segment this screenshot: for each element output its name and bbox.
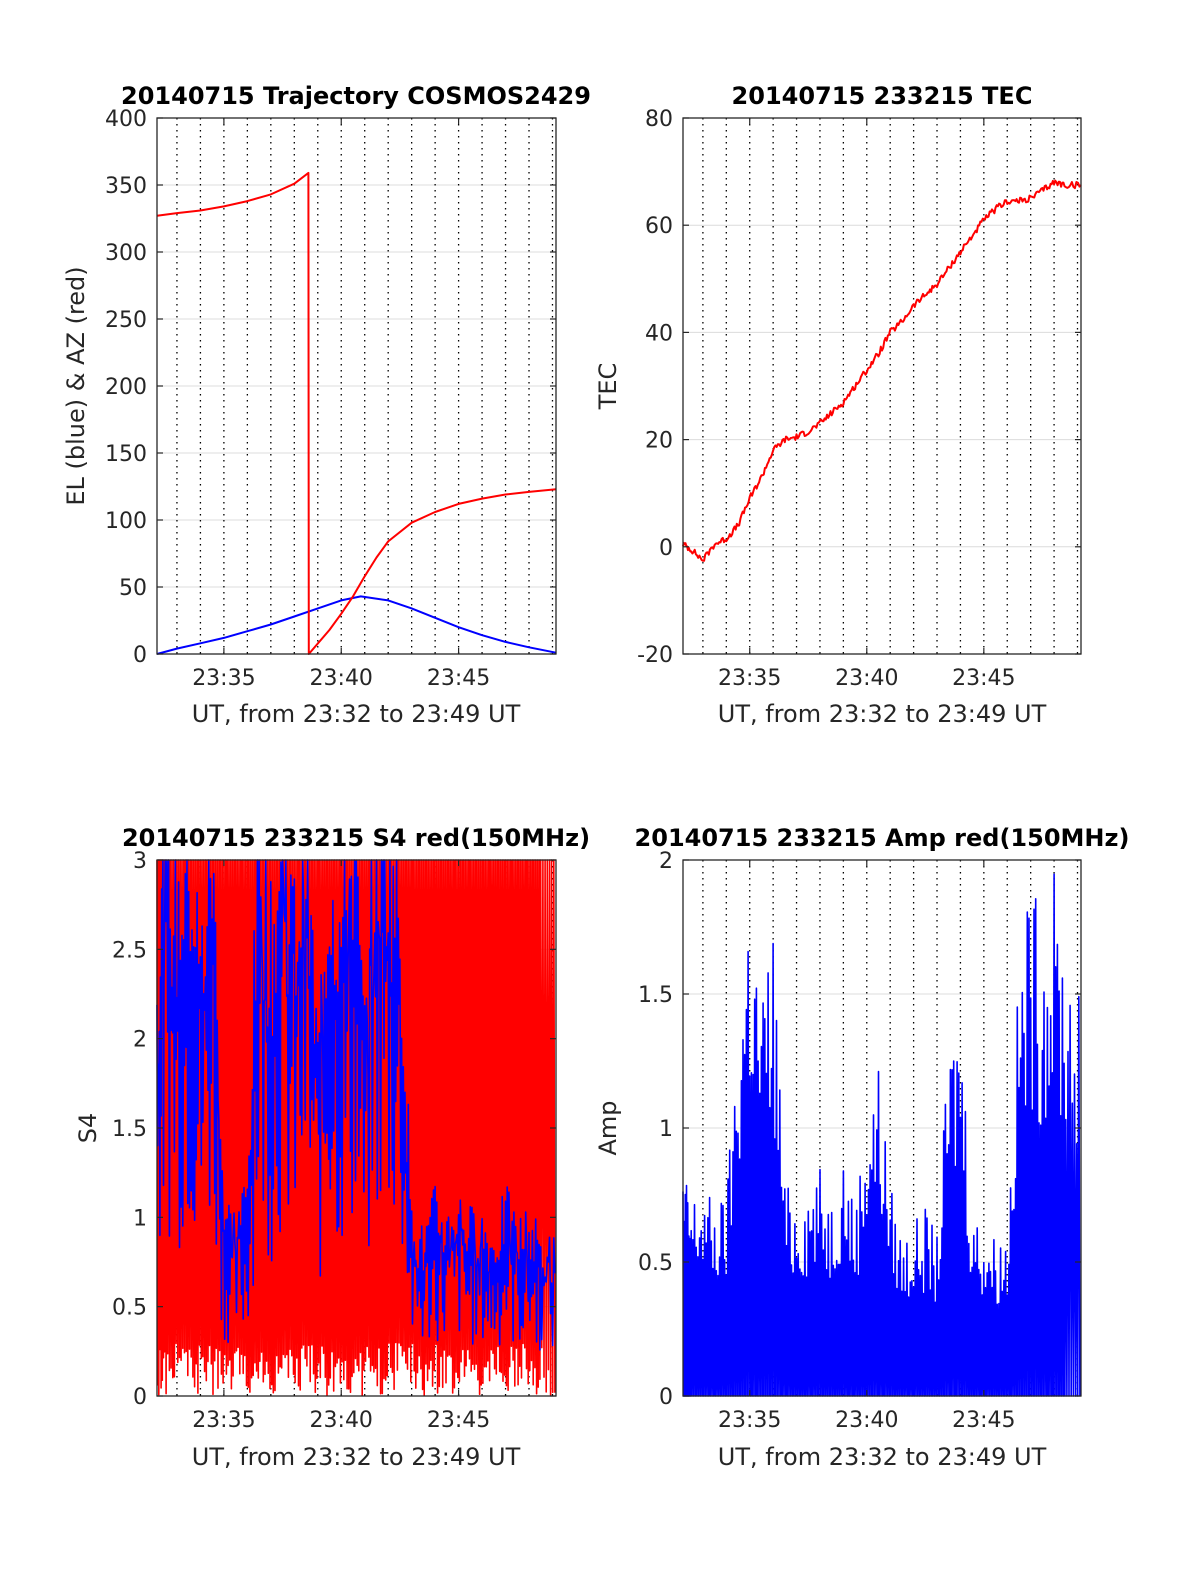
trajectory-series-red (156, 171, 557, 655)
amp-title: 20140715 233215 Amp red(150MHz) (635, 824, 1130, 852)
tec-ytick-label: 20 (645, 429, 673, 454)
tec-ytick-label: 80 (645, 107, 673, 132)
panel-s4: 20140715 233215 S4 red(150MHz) UT, from … (74, 824, 590, 1471)
amp-ytick-label: 1 (659, 1117, 673, 1142)
s4-ylabel: S4 (74, 1113, 102, 1144)
panel-amp: 20140715 233215 Amp red(150MHz) UT, from… (594, 824, 1129, 1471)
s4-ytick-label: 2.5 (112, 938, 147, 963)
trajectory-ytick-label: 350 (105, 174, 147, 199)
amp-xtick-label: 23:40 (835, 1408, 898, 1433)
tec-xtick-label: 23:40 (835, 666, 898, 691)
trajectory-ytick-label: 100 (105, 509, 147, 534)
trajectory-xtick-label: 23:35 (192, 666, 255, 691)
tec-title: 20140715 233215 TEC (732, 82, 1033, 110)
tec-ytick-label: 40 (645, 321, 673, 346)
tec-ylabel: TEC (594, 363, 622, 411)
trajectory-xlabel: UT, from 23:32 to 23:49 UT (192, 700, 521, 728)
s4-plot-area: 0 0.5 1 1.5 2 2.5 3 23:35 23:40 23:45 (112, 849, 557, 1433)
trajectory-ytick-label: 200 (105, 375, 147, 400)
s4-series-blue (156, 859, 556, 1351)
tec-axes-box (682, 117, 1082, 655)
tec-xtick-label: 23:45 (952, 666, 1015, 691)
s4-xlabel: UT, from 23:32 to 23:49 UT (192, 1443, 521, 1471)
amp-ytick-label: 1.5 (638, 983, 673, 1008)
trajectory-xtick-label: 23:45 (427, 666, 490, 691)
trajectory-plot-area: 0 50 100 150 200 250 300 350 400 23:35 23:40 23:45 (105, 107, 557, 691)
amp-plot-area: 0 0.5 1 1.5 2 23:35 23:40 23:45 (638, 849, 1082, 1433)
panel-trajectory: 20140715 Trajectory COSMOS2429 UT, from … (62, 82, 591, 728)
s4-xtick-label: 23:45 (427, 1408, 490, 1433)
trajectory-ylabel: EL (blue) & AZ (red) (62, 266, 90, 505)
tec-ytick-label: -20 (637, 643, 673, 668)
trajectory-ytick-label: 250 (105, 308, 147, 333)
tec-plot-area: -20 0 20 40 60 80 23:35 23:40 23:45 (637, 107, 1082, 691)
s4-ytick-label: 0 (133, 1385, 147, 1410)
amp-xtick-label: 23:45 (952, 1408, 1015, 1433)
tec-xlabel: UT, from 23:32 to 23:49 UT (718, 700, 1047, 728)
s4-ytick-label: 0.5 (112, 1296, 147, 1321)
panel-tec: 20140715 233215 TEC UT, from 23:32 to 23… (594, 82, 1082, 728)
amp-ytick-label: 2 (659, 849, 673, 874)
s4-ytick-label: 1 (133, 1206, 147, 1231)
tec-series-red (682, 179, 1082, 562)
amp-xtick-label: 23:35 (718, 1408, 781, 1433)
trajectory-ytick-label: 150 (105, 442, 147, 467)
trajectory-title: 20140715 Trajectory COSMOS2429 (121, 82, 591, 110)
amp-xlabel: UT, from 23:32 to 23:49 UT (718, 1443, 1047, 1471)
amp-series-blue (682, 873, 1081, 1397)
s4-xtick-label: 23:40 (310, 1408, 373, 1433)
trajectory-ytick-label: 400 (105, 107, 147, 132)
tec-ytick-label: 60 (645, 214, 673, 239)
s4-title: 20140715 233215 S4 red(150MHz) (122, 824, 590, 852)
amp-ylabel: Amp (594, 1100, 622, 1155)
trajectory-xtick-label: 23:40 (310, 666, 373, 691)
tec-ytick-label: 0 (659, 536, 673, 561)
trajectory-ytick-label: 300 (105, 241, 147, 266)
trajectory-ytick-label: 0 (133, 643, 147, 668)
s4-ytick-label: 1.5 (112, 1117, 147, 1142)
s4-ytick-label: 2 (133, 1028, 147, 1053)
tec-xtick-label: 23:35 (718, 666, 781, 691)
amp-ytick-label: 0 (659, 1385, 673, 1410)
s4-xtick-label: 23:35 (192, 1408, 255, 1433)
s4-ytick-label: 3 (133, 849, 147, 874)
amp-ytick-label: 0.5 (638, 1251, 673, 1276)
trajectory-ytick-label: 50 (119, 576, 147, 601)
